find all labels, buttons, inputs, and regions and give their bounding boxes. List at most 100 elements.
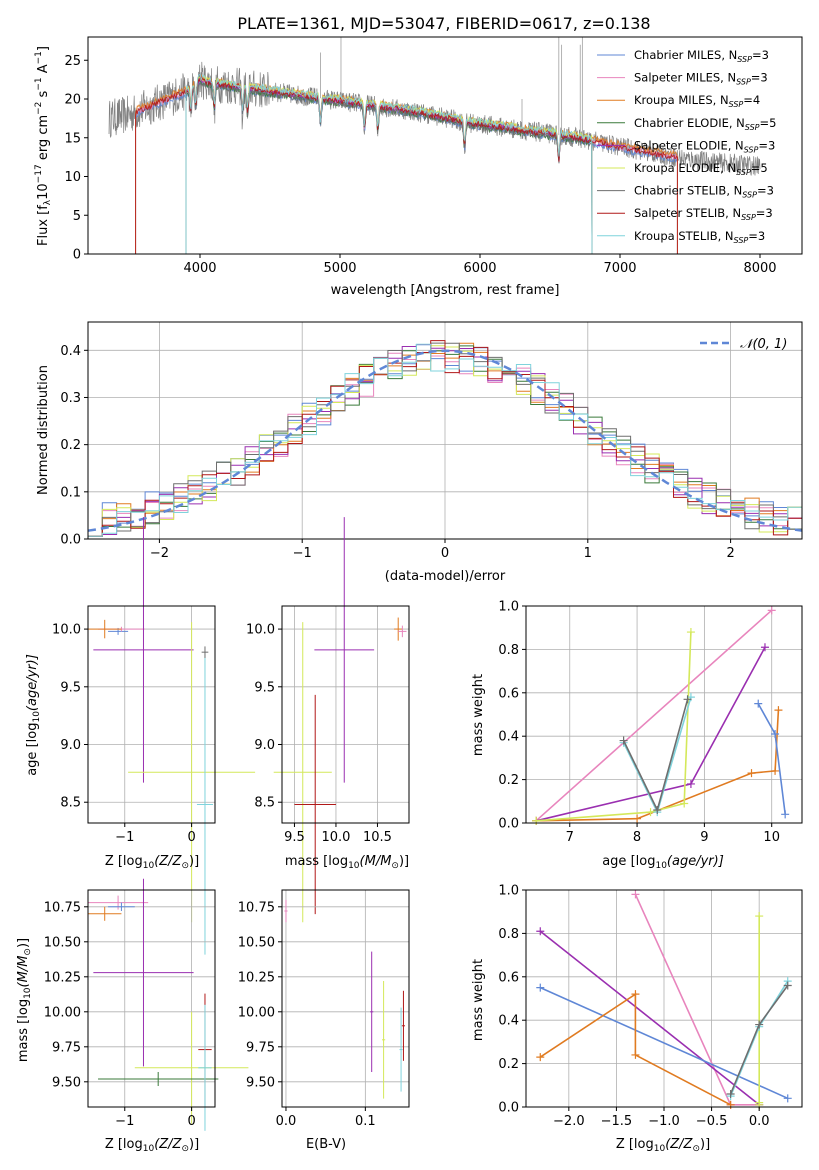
ytick-label: 0.8 — [498, 927, 519, 942]
weight-marker-salpeter_elodie — [760, 643, 769, 652]
panel-frame — [87, 889, 216, 1108]
age-vs-z-xlabel: Z [log10(Z/Z⊙)] — [105, 854, 199, 871]
spectrum-frame — [87, 36, 803, 255]
histogram-kroupa_stelib — [88, 343, 802, 537]
weight-line-chabrier_miles — [539, 986, 789, 1100]
weight-marker-kroupa_miles — [631, 1050, 640, 1059]
weight-line-kroupa_miles — [536, 710, 780, 822]
ytick-label: 9.50 — [246, 1075, 275, 1090]
ytick-label: 10.25 — [44, 970, 81, 985]
weight-marker-kroupa_miles — [747, 769, 756, 778]
weight-line-kroupa_stelib — [622, 696, 692, 815]
xtick-label: 2 — [726, 546, 734, 561]
weight-vs-age-xlabel: age [log10(age/yr)] — [602, 854, 724, 871]
ytick-label: 10 — [64, 170, 81, 185]
weight-marker-chabrier_stelib — [683, 695, 692, 704]
ytick-label: 0.2 — [498, 1057, 519, 1072]
panel-frame — [281, 889, 410, 1108]
xtick-label: −1 — [115, 1114, 134, 1129]
ytick-label: 0.6 — [498, 970, 519, 985]
xtick-label: 0 — [187, 830, 195, 845]
spectrum-panel: 4000 5000 6000 7000 8000 0 5 10 15 20 25 waveleng… — [34, 36, 803, 298]
age-vs-mass-xlabel: mass [log10(M/M⊙)] — [285, 854, 409, 871]
xtick-label: −1.0 — [648, 1114, 680, 1129]
weight-marker-kroupa_miles — [536, 1053, 545, 1062]
weight-marker-kroupa_elodie — [755, 1098, 764, 1107]
weight-marker-chabrier_miles — [771, 730, 780, 739]
model-spectrum-kroupa_miles — [135, 74, 678, 254]
weight-marker-kroupa_elodie — [686, 628, 695, 637]
ytick-label: 9.5 — [60, 680, 81, 695]
weight-marker-salpeter_miles — [631, 890, 640, 899]
ytick-label: 1.0 — [498, 884, 519, 899]
ytick-label: 0.0 — [498, 817, 519, 832]
ytick-label: 9.0 — [60, 738, 81, 753]
ytick-label: 1.0 — [498, 600, 519, 615]
ytick-label: 0.4 — [498, 1014, 519, 1029]
legend-entry: Chabrier ELODIE, NSSP=5 — [634, 116, 776, 132]
weight-marker-chabrier_stelib — [783, 981, 792, 990]
panel-frame — [525, 605, 803, 824]
weight-marker-chabrier_miles — [754, 699, 763, 708]
ytick-label: 0.8 — [498, 643, 519, 658]
weight-vs-z-ylabel: mass weight — [471, 959, 486, 1041]
spectrum-xlabel: wavelength [Angstrom, rest frame] — [331, 283, 560, 298]
age-vs-mass-panel: 9.5 10.0 10.5 8.5 9.0 9.5 10.0 — [246, 517, 410, 923]
residual-panel: −2 −1 0 1 2 0.0 0.1 0.2 0.3 0.4 (data-model)/err… — [36, 321, 803, 584]
xtick-label: 10 — [763, 830, 780, 845]
gaussian-legend-label: 𝒩(0, 1) — [740, 337, 787, 352]
xtick-label: 8 — [633, 830, 641, 845]
ytick-label: 0.2 — [498, 773, 519, 788]
weight-marker-kroupa_elodie — [680, 799, 689, 808]
ytick-label: 15 — [64, 131, 81, 146]
weight-line-salpeter_miles — [535, 609, 773, 822]
weight-vs-age-ylabel: mass weight — [471, 674, 486, 756]
spectrum-xticks: 4000 5000 6000 7000 8000 — [183, 254, 777, 276]
ytick-label: 0.3 — [60, 391, 81, 406]
legend-entry: Kroupa STELIB, NSSP=3 — [634, 229, 765, 245]
weight-vs-age-panel: 7 8 9 10 0.0 0.2 0.4 0.6 0.8 1.0 — [498, 600, 803, 845]
histogram-salpeter_stelib — [88, 340, 802, 537]
weight-marker-kroupa_miles — [771, 766, 780, 775]
xtick-label: 0 — [441, 546, 449, 561]
ytick-label: 10.00 — [44, 1005, 81, 1020]
mass-vs-z-ylabel: mass [log10(M/M⊙)] — [16, 938, 33, 1062]
xtick-label: 0.0 — [276, 1114, 297, 1129]
ytick-label: 20 — [64, 93, 81, 108]
xtick-label: −1 — [293, 546, 312, 561]
xtick-label: 5000 — [323, 261, 356, 276]
weight-marker-kroupa_elodie — [646, 808, 655, 817]
weight-vs-z-panel: −2.0 −1.5 −1.0 −0.5 0.0 0.0 0.2 0.4 0.6 0.8 1.0 — [498, 884, 803, 1129]
weight-marker-chabrier_miles — [783, 1094, 792, 1103]
xtick-label: 10.5 — [363, 830, 392, 845]
panel-frame — [281, 605, 410, 824]
ytick-label: 10.50 — [238, 935, 275, 950]
xtick-label: 0.0 — [749, 1114, 770, 1129]
weight-marker-kroupa_miles — [774, 706, 783, 715]
xtick-label: 4000 — [183, 261, 216, 276]
weight-marker-salpeter_elodie — [686, 779, 695, 788]
xtick-label: 9.5 — [284, 830, 305, 845]
ytick-label: 10.50 — [44, 935, 81, 950]
model-spectrum-kroupa_stelib — [185, 74, 593, 255]
xtick-label: 0 — [187, 1114, 195, 1129]
weight-marker-chabrier_stelib — [726, 1089, 735, 1098]
ytick-label: 0.4 — [498, 730, 519, 745]
weight-line-chabrier_stelib — [622, 699, 689, 813]
ytick-label: 0 — [73, 248, 81, 263]
ytick-label: 10.0 — [246, 623, 275, 638]
weight-marker-chabrier_stelib — [619, 736, 628, 745]
xtick-label: 7000 — [603, 261, 636, 276]
figure-title: PLATE=1361, MJD=53047, FIBERID=0617, z=0… — [237, 14, 650, 33]
residual-xticks: −2 −1 0 1 2 — [150, 539, 735, 561]
xtick-label: −2.0 — [553, 1114, 585, 1129]
ytick-label: 5 — [73, 209, 81, 224]
spectrum-yticks: 0 5 10 15 20 25 — [64, 54, 88, 263]
panel-frame — [87, 605, 216, 824]
legend-entry: Kroupa ELODIE, NSSP=5 — [634, 161, 768, 177]
xtick-label: 6000 — [463, 261, 496, 276]
ytick-label: 10.25 — [238, 970, 275, 985]
mass-vs-z-xlabel: Z [log10(Z/Z⊙)] — [105, 1137, 199, 1154]
spectrum-plot-area — [108, 37, 761, 255]
